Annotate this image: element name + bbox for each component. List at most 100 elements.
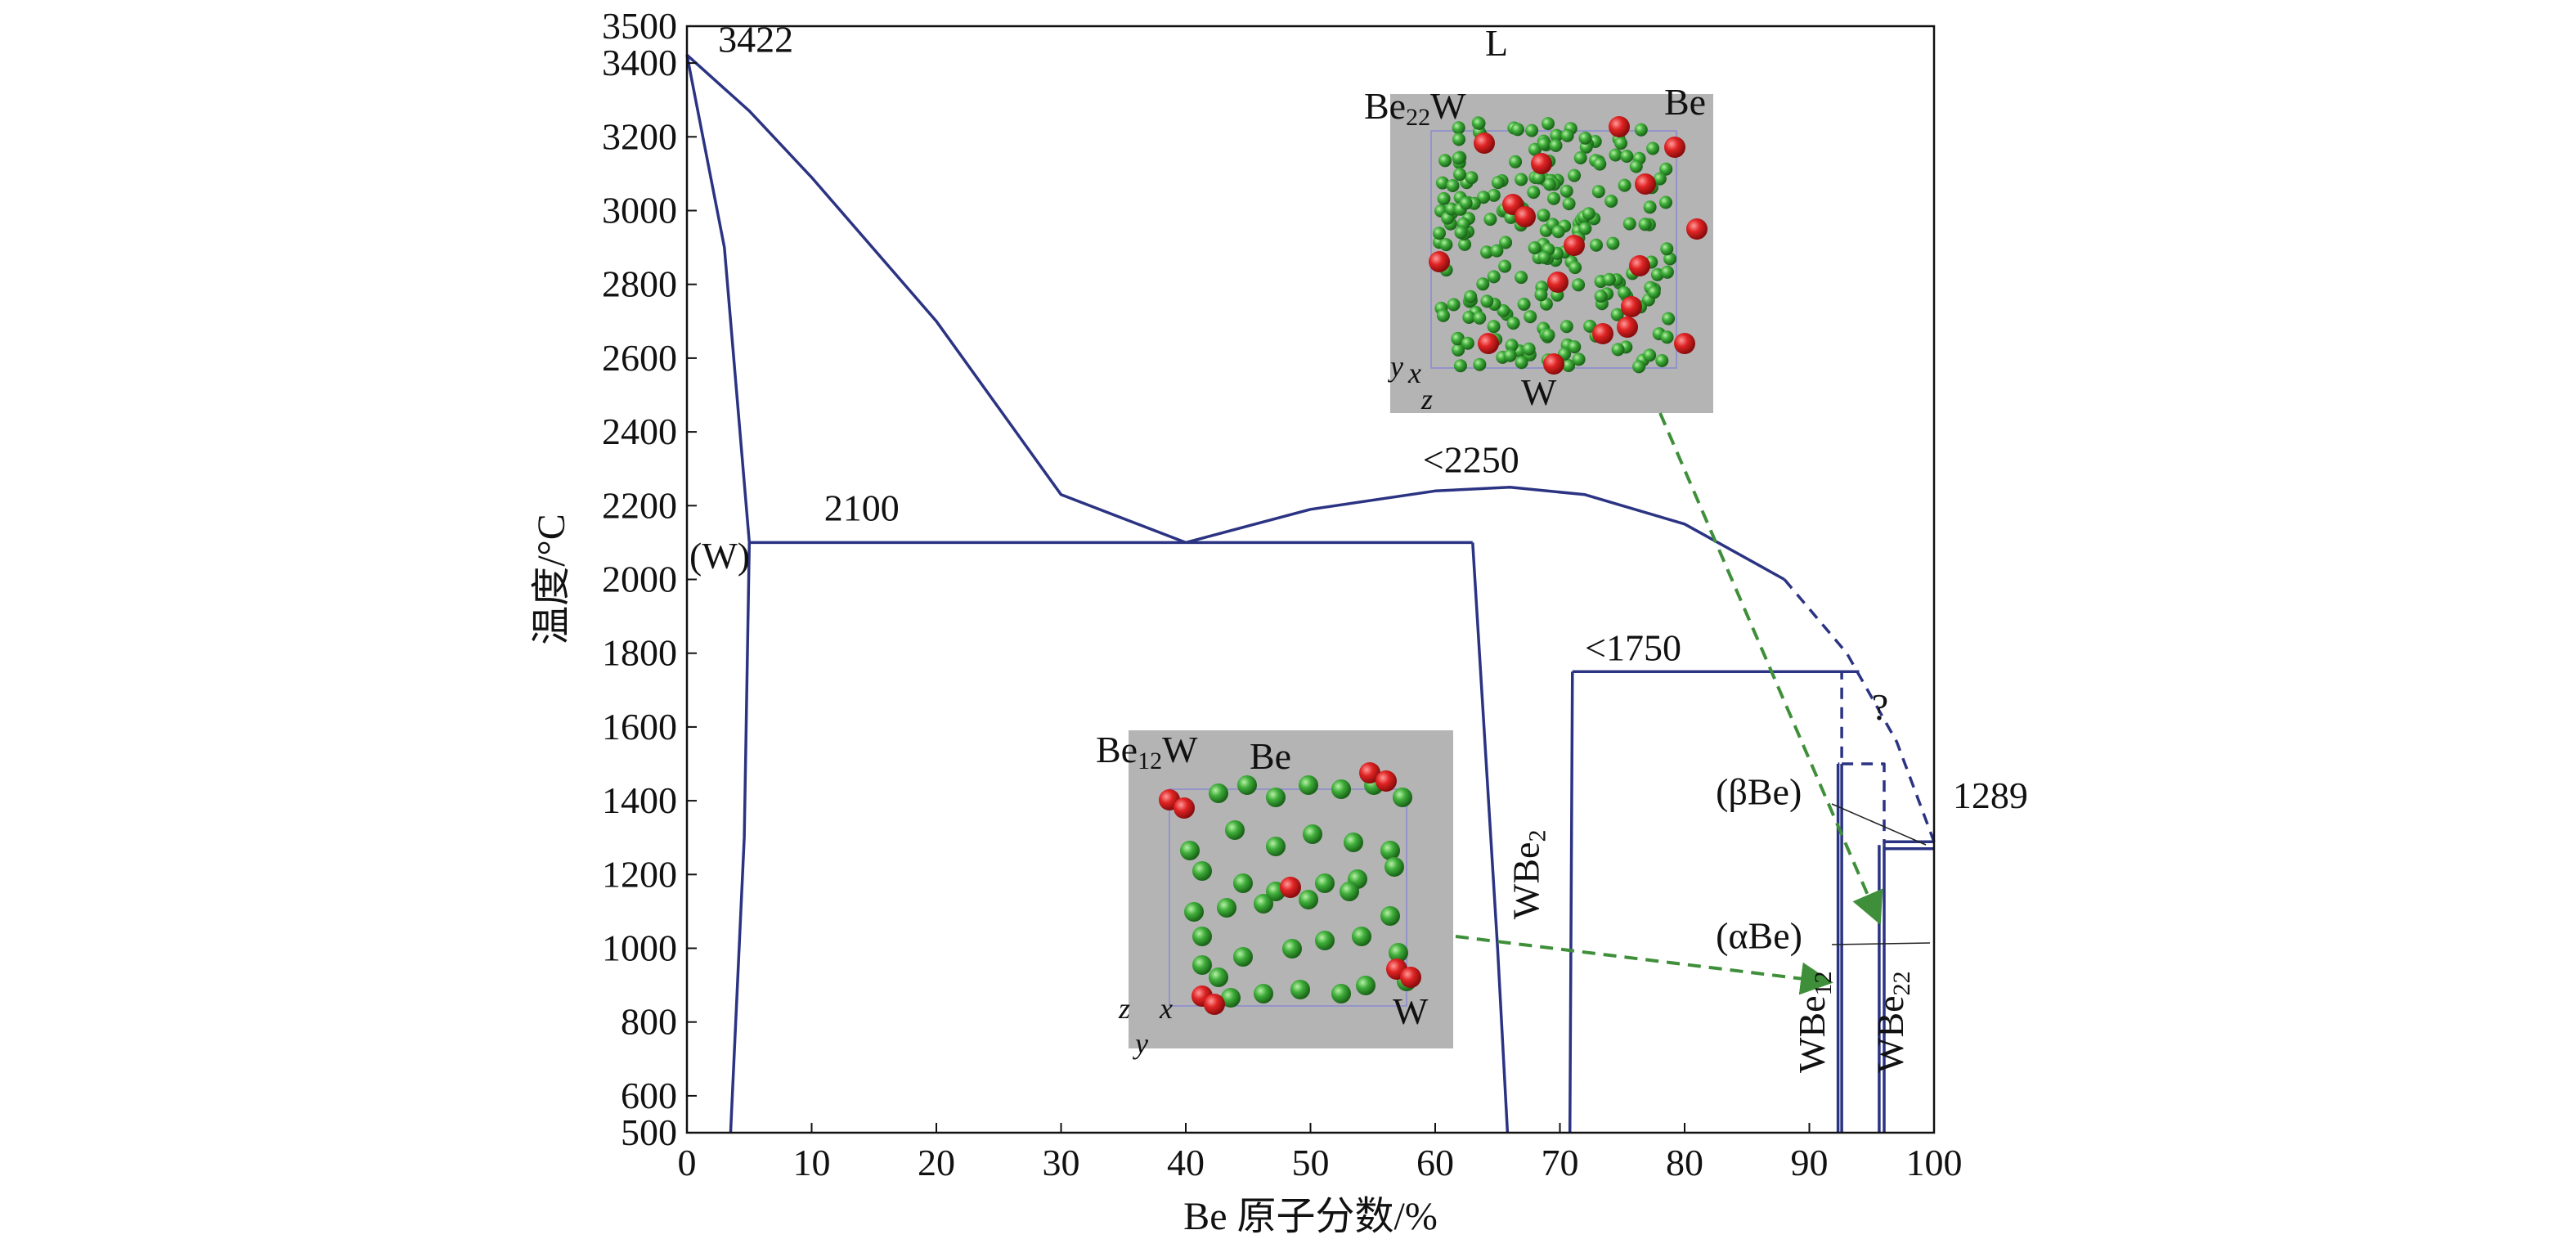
be-atom (1452, 132, 1465, 146)
inset-be12w-axis-y: y (1133, 1027, 1148, 1060)
be-atom (1476, 277, 1490, 291)
be-atom (1602, 272, 1616, 286)
be-atom (1380, 906, 1400, 926)
w-atom (1635, 173, 1656, 195)
be-atom (1462, 311, 1476, 324)
be-atom (1439, 238, 1453, 252)
series-solvus-W (729, 542, 752, 1134)
annotation-label: 1289 (1953, 774, 2028, 816)
be-atom (1562, 197, 1576, 211)
be-atom (1643, 348, 1657, 362)
y-tick-label: 2600 (602, 337, 677, 379)
be-atom (1192, 861, 1212, 881)
y-tick-label: 1000 (602, 927, 677, 969)
be-atom (1453, 359, 1467, 373)
be-atom (1620, 150, 1634, 163)
x-tick-label: 60 (1416, 1142, 1454, 1183)
be-atom (1472, 116, 1486, 130)
inset-be22w-atoms (1429, 116, 1708, 375)
be-atom (1352, 927, 1371, 946)
be-atom (1632, 360, 1646, 374)
be-atom (1340, 882, 1359, 901)
inset-be12w-cell (1169, 788, 1407, 1007)
be-atom (1653, 172, 1667, 186)
be-atom (1480, 294, 1494, 308)
be-atom (1560, 128, 1574, 142)
be-atom (1650, 267, 1664, 281)
w-atom (1531, 153, 1552, 174)
annotation-label: WBe12 (1791, 971, 1837, 1073)
y-tick-label: 800 (621, 1001, 677, 1043)
be-atom (1266, 837, 1286, 856)
y-tick-label: 2800 (602, 263, 677, 305)
arrow-be22w-to-phase (1658, 412, 1883, 926)
be-atom (1487, 270, 1501, 284)
be-atom (1452, 151, 1465, 165)
y-tick-label: 3400 (602, 42, 677, 83)
x-tick-label: 70 (1542, 1142, 1579, 1183)
be-atom (1609, 148, 1622, 162)
y-tick-label: 500 (621, 1111, 677, 1153)
be-atom (1473, 311, 1487, 325)
y-tick-label: 1200 (602, 853, 677, 895)
be-atom (1461, 336, 1474, 350)
be-atom (1464, 290, 1478, 303)
be-atom (1509, 155, 1523, 168)
be-atom (1515, 271, 1528, 285)
x-tick-label: 100 (1906, 1142, 1963, 1183)
y-tick-label: 2200 (602, 484, 677, 526)
be-atom (1622, 217, 1636, 231)
be-atom (1611, 343, 1625, 357)
be-atom (1447, 298, 1461, 312)
be-atom (1662, 312, 1676, 325)
be-atom (1572, 352, 1586, 366)
w-atom (1674, 333, 1695, 354)
be-atom (1389, 943, 1408, 963)
be-atom (1184, 902, 1204, 922)
be-atom (1315, 931, 1335, 950)
be-atom (1568, 168, 1582, 182)
be-atom (1299, 775, 1318, 795)
be-atom (1384, 857, 1404, 877)
w-atom (1686, 218, 1708, 240)
be-atom (1551, 225, 1565, 239)
be-atom (1505, 339, 1519, 352)
x-tick-label: 90 (1791, 1142, 1829, 1183)
w-atom (1515, 206, 1536, 227)
be-atom (1618, 285, 1631, 299)
be-atom (1537, 250, 1551, 264)
annotation-label: (βBe) (1716, 771, 1802, 813)
x-tick-label: 80 (1666, 1142, 1703, 1183)
be-atom (1593, 157, 1607, 171)
be-atom (1483, 213, 1497, 227)
annotation-label: WBe2 (1506, 830, 1551, 920)
series-WBe12-top-dashed (1838, 670, 1843, 765)
be-atom (1344, 833, 1363, 852)
be-atom (1458, 237, 1472, 251)
y-tick-label: 3200 (602, 115, 677, 157)
w-atom (1174, 797, 1195, 819)
inset-be12w-axis-x: x (1159, 992, 1173, 1025)
be-atom (1452, 343, 1465, 357)
x-tick-label: 0 (678, 1142, 697, 1183)
be-atom (1647, 285, 1661, 299)
inset-be12w-be-label: Be (1250, 735, 1291, 777)
be-atom (1573, 151, 1587, 164)
series-liquidus-Be-side (1185, 486, 1785, 581)
x-tick-label: 50 (1292, 1142, 1330, 1183)
be-atom (1572, 278, 1586, 292)
be-atom (1591, 185, 1605, 199)
be-atom (1542, 117, 1555, 131)
be-atom (1562, 359, 1576, 372)
be-atom (1480, 245, 1493, 259)
x-axis-label: Be 原子分数/% (1183, 1195, 1438, 1238)
w-atom (1564, 235, 1585, 256)
be-atom (1331, 984, 1351, 1003)
w-atom (1474, 132, 1495, 154)
be-atom (1550, 128, 1564, 142)
y-tick-label: 1400 (602, 779, 677, 821)
be-atom (1646, 141, 1660, 155)
be-atom (1578, 222, 1592, 236)
